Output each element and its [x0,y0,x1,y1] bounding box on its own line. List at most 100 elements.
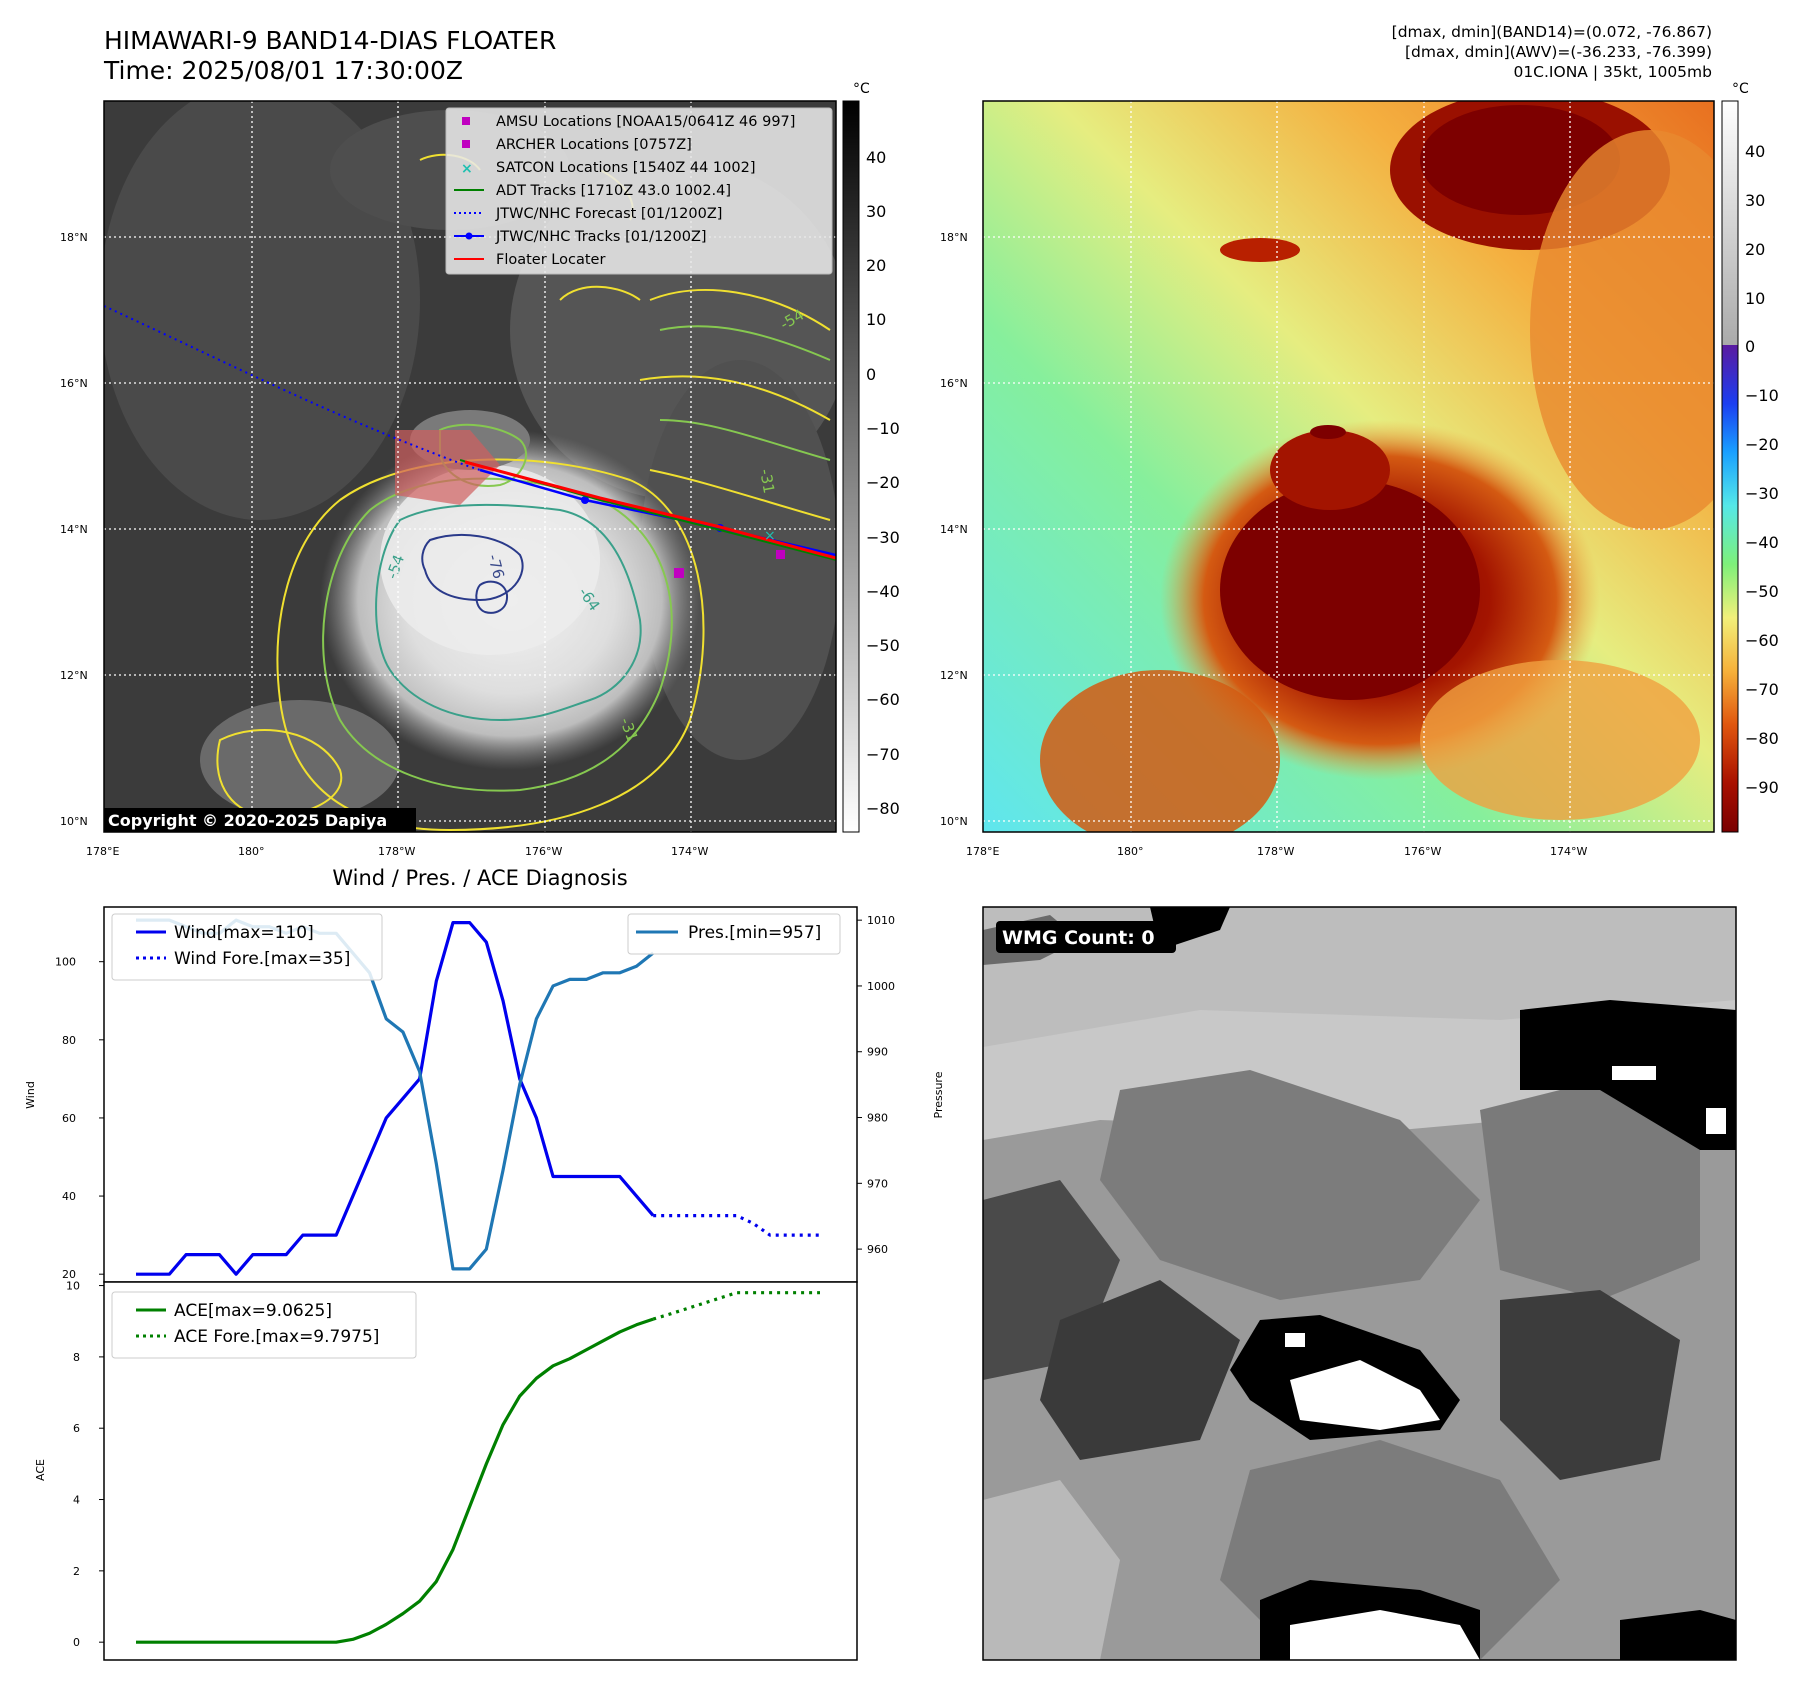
ir-legend: AMSU Locations [NOAA15/0641Z 46 997] ARC… [445,107,833,275]
stats-block: [dmax, dmin](BAND14)=(0.072, -76.867) [d… [1392,22,1712,82]
ace-tick-label: 0 [73,1636,80,1649]
awv-colorbar-unit: °C [1732,81,1749,97]
copyright-box [104,808,416,832]
satcon-legend-marker: × [461,161,473,177]
ace-tick-label: 8 [73,1351,80,1364]
awv-lat-label: 12°N [940,669,968,682]
stats-line3: 01C.IONA | 35kt, 1005mb [1513,63,1712,81]
awv-cb-tick: 30 [1745,191,1765,210]
awv-cb-tick: −70 [1745,680,1779,699]
figure-title-line1: HIMAWARI-9 BAND14-DIAS FLOATER [104,26,557,55]
diagnosis-title: Wind / Pres. / ACE Diagnosis [332,866,627,890]
wind-tick-label: 60 [62,1112,76,1125]
legend-archer: ARCHER Locations [0757Z] [496,137,692,153]
wind-axis-label: Wind [24,1081,37,1109]
awv-cb-tick: 10 [1745,289,1765,308]
awv-lon-label: 178°E [966,845,999,858]
archer-location [776,550,785,559]
ace-tick-label: 10 [66,1280,80,1293]
ir-cb-tick: −30 [866,528,900,547]
awv-cb-tick: −30 [1745,484,1779,503]
ir-axis-labels: 18°N 16°N 14°N 12°N 10°N 178°E 180° 178°… [60,231,708,858]
ir-lon-label: 180° [238,845,265,858]
ir-map-frame [103,100,837,833]
awv-cb-tick: −50 [1745,582,1779,601]
ir-lat-label: 16°N [60,377,88,390]
wind-tick-label: 40 [62,1190,76,1203]
awv-cb-tick: −90 [1745,778,1779,797]
contour-label-76: -76 [484,552,508,580]
figure-title: HIMAWARI-9 BAND14-DIAS FLOATER Time: 202… [104,26,556,86]
awv-cb-tick: −10 [1745,386,1779,405]
pressure-tick-label: 990 [867,1046,888,1059]
forecast-track [104,305,481,471]
stats-line2: [dmax, dmin](AWV)=(-36.233, -76.399) [1405,43,1712,61]
legend-forecast: JTWC/NHC Forecast [01/1200Z] [495,206,722,222]
legend-satcon: SATCON Locations [1540Z 44 1002] [496,160,755,176]
ir-lat-label: 12°N [60,669,88,682]
ir-colorbar: °C 40 30 20 10 0 −10 −20 −30 −40 −50 −60… [842,81,900,833]
awv-lat-label: 10°N [940,815,968,828]
wind-tick-label: 100 [55,956,76,969]
ir-colorbar-unit: °C [853,81,870,97]
stats-line1: [dmax, dmin](BAND14)=(0.072, -76.867) [1391,23,1712,41]
ace-axis-label: ACE [34,1459,47,1481]
pressure-axis-label: Pressure [932,1071,945,1118]
archer-legend-marker [462,140,470,148]
wind-legend: Wind[max=110] Wind Fore.[max=35] [111,913,383,981]
legend-wind: Wind[max=110] [174,923,314,943]
ir-cb-tick: −10 [866,419,900,438]
series-line-0 [136,921,655,1276]
ir-lon-label: 178°E [86,845,119,858]
legend-ace-fore: ACE Fore.[max=9.7975] [174,1327,379,1347]
ir-cb-tick: 20 [866,256,886,275]
amsu-legend-marker [462,117,470,125]
satcon-location: × [764,528,776,544]
pressure-tick-label: 1000 [867,980,895,993]
wind-tick-label: 80 [62,1034,76,1047]
ir-cb-tick: 10 [866,310,886,329]
legend-wind-fore: Wind Fore.[max=35] [174,949,350,969]
legend-ace: ACE[max=9.0625] [174,1301,332,1321]
awv-map-frame [982,100,1715,833]
wmg-frame [982,906,1737,1661]
ir-cb-tick: −80 [866,799,900,818]
ir-lon-label: 176°W [525,845,562,858]
contour-label-31a: -31 [756,468,778,495]
ir-tracks: × [104,305,836,578]
awv-cb-tick: 40 [1745,142,1765,161]
ir-lon-label: 178°W [378,845,415,858]
legend-pres: Pres.[min=957] [688,923,821,943]
awv-cb-tick: −60 [1745,631,1779,650]
ir-cb-tick: −70 [866,745,900,764]
wmg-count-label: WMG Count: 0 [1002,927,1155,949]
ir-cb-tick: −60 [866,690,900,709]
wind-tick-label: 20 [62,1268,76,1281]
amsu-location [674,568,684,578]
wmg-count-box [996,921,1176,953]
pressure-tick-label: 980 [867,1112,888,1125]
awv-lat-label: 14°N [940,523,968,536]
awv-imagery [983,101,1714,832]
ir-lat-label: 10°N [60,815,88,828]
wmg-imagery [983,907,1736,1660]
ir-cb-tick: −40 [866,582,900,601]
ace-tick-label: 4 [73,1494,80,1507]
awv-gridlines [983,101,1714,832]
legend-tracks: JTWC/NHC Tracks [01/1200Z] [495,229,707,245]
awv-cb-tick: 0 [1745,337,1755,356]
awv-cb-tick: −40 [1745,533,1779,552]
ir-lon-label: 174°W [671,845,708,858]
awv-lon-label: 180° [1117,845,1144,858]
legend-amsu: AMSU Locations [NOAA15/0641Z 46 997] [496,114,795,130]
ir-cb-tick: −20 [866,473,900,492]
awv-lat-label: 16°N [940,377,968,390]
awv-lat-label: 18°N [940,231,968,244]
awv-lon-label: 176°W [1404,845,1441,858]
chart-marks: 20 40 60 80 100 960 970 980 990 1000 1010 0 2 4 6 8 10 [55,914,895,1649]
legend-floater: Floater Locater [496,252,605,268]
awv-cb-tick: −80 [1745,729,1779,748]
awv-lon-label: 174°W [1550,845,1587,858]
figure-title-line2: Time: 2025/08/01 17:30:00Z [104,56,463,85]
